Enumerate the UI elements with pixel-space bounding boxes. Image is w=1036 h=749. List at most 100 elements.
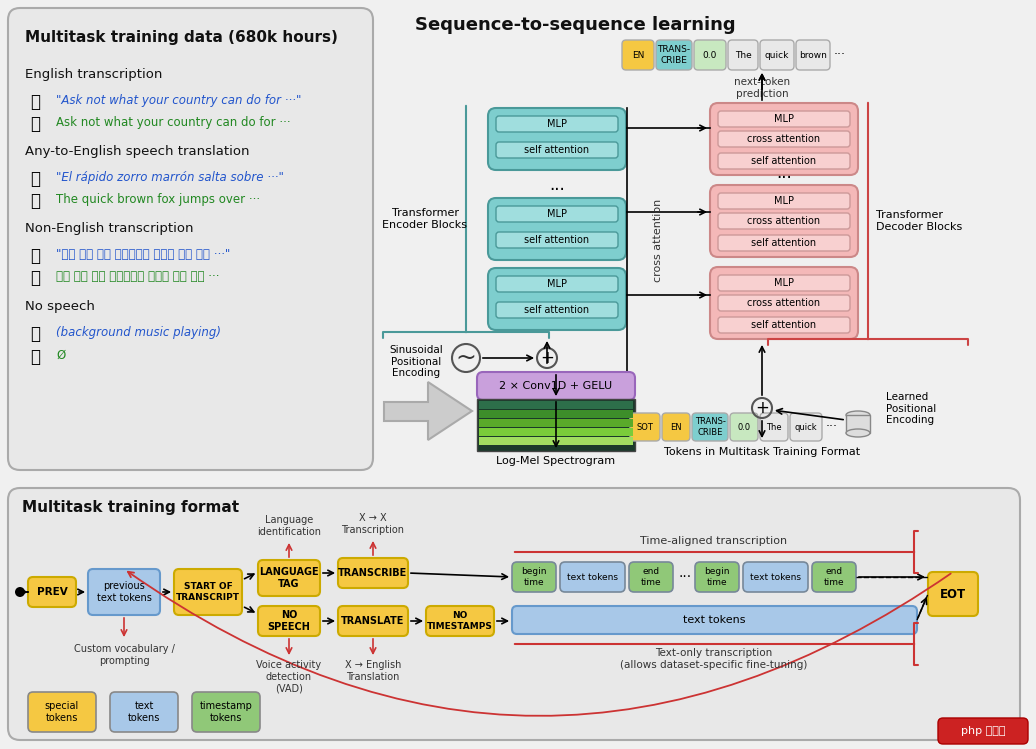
Text: 🎤: 🎤 [30, 170, 40, 188]
Text: Tokens in Multitask Training Format: Tokens in Multitask Training Format [664, 447, 860, 457]
FancyBboxPatch shape [477, 372, 635, 400]
Text: LANGUAGE
TAG: LANGUAGE TAG [259, 567, 319, 589]
Text: PREV: PREV [36, 587, 67, 597]
Text: text tokens: text tokens [683, 615, 745, 625]
Text: English transcription: English transcription [25, 68, 163, 81]
FancyBboxPatch shape [629, 562, 673, 592]
FancyBboxPatch shape [496, 206, 618, 222]
FancyBboxPatch shape [718, 235, 850, 251]
Text: self attention: self attention [524, 145, 589, 155]
Text: Text-only transcription
(allows dataset-specific fine-tuning): Text-only transcription (allows dataset-… [621, 648, 808, 670]
FancyBboxPatch shape [790, 413, 822, 441]
Text: next-token
prediction: next-token prediction [733, 77, 790, 99]
FancyBboxPatch shape [496, 276, 618, 292]
Text: EN: EN [632, 50, 644, 59]
FancyBboxPatch shape [743, 562, 808, 592]
Text: end
time: end time [824, 567, 844, 586]
FancyBboxPatch shape [258, 560, 320, 596]
FancyBboxPatch shape [760, 413, 788, 441]
FancyBboxPatch shape [694, 40, 726, 70]
Text: MLP: MLP [774, 114, 794, 124]
FancyBboxPatch shape [718, 275, 850, 291]
Text: end
time: end time [640, 567, 661, 586]
FancyBboxPatch shape [338, 606, 408, 636]
Text: begin
time: begin time [704, 567, 729, 586]
FancyBboxPatch shape [710, 185, 858, 257]
FancyBboxPatch shape [8, 8, 373, 470]
Text: X → X
Transcription: X → X Transcription [342, 513, 404, 535]
FancyBboxPatch shape [496, 302, 618, 318]
Text: ···: ··· [776, 169, 792, 187]
Text: "El rápido zorro marrón salta sobre ···": "El rápido zorro marrón salta sobre ···" [56, 171, 284, 184]
FancyBboxPatch shape [512, 562, 556, 592]
Text: NO
TIMESTAMPS: NO TIMESTAMPS [427, 611, 493, 631]
Text: Non-English transcription: Non-English transcription [25, 222, 194, 235]
Text: +: + [540, 349, 554, 367]
FancyBboxPatch shape [718, 153, 850, 169]
Circle shape [15, 587, 25, 597]
Text: brown: brown [799, 50, 827, 59]
Text: self attention: self attention [524, 305, 589, 315]
Text: cross attention: cross attention [653, 198, 663, 282]
Text: special
tokens: special tokens [45, 701, 79, 723]
FancyBboxPatch shape [728, 40, 758, 70]
Text: self attention: self attention [751, 156, 816, 166]
Text: ···: ··· [826, 420, 838, 434]
FancyBboxPatch shape [760, 40, 794, 70]
Text: 🔈: 🔈 [30, 325, 40, 343]
FancyBboxPatch shape [192, 692, 260, 732]
Text: Sequence-to-sequence learning: Sequence-to-sequence learning [415, 16, 736, 34]
Text: EOT: EOT [940, 587, 966, 601]
FancyBboxPatch shape [718, 111, 850, 127]
Text: 언덕 위에 올라 내려다보면 너무나 넓고 넓은 ···: 언덕 위에 올라 내려다보면 너무나 넓고 넓은 ··· [56, 270, 220, 283]
FancyBboxPatch shape [110, 692, 178, 732]
Text: TRANS-
CRIBE: TRANS- CRIBE [694, 417, 725, 437]
Bar [846, 415, 870, 433]
Text: Ask not what your country can do for ···: Ask not what your country can do for ··· [56, 116, 291, 129]
Text: self attention: self attention [751, 238, 816, 248]
Bar [479, 401, 633, 409]
FancyBboxPatch shape [718, 213, 850, 229]
Text: 🎤: 🎤 [30, 247, 40, 265]
Text: Language
identification: Language identification [257, 515, 321, 537]
Text: 📄: 📄 [30, 269, 40, 287]
FancyBboxPatch shape [496, 142, 618, 158]
Text: text
tokens: text tokens [127, 701, 161, 723]
Text: php 中文网: php 中文网 [960, 726, 1005, 736]
Text: NO
SPEECH: NO SPEECH [267, 610, 311, 632]
Text: MLP: MLP [774, 278, 794, 288]
FancyBboxPatch shape [718, 295, 850, 311]
FancyBboxPatch shape [488, 268, 626, 330]
Text: self attention: self attention [751, 320, 816, 330]
Text: 📄: 📄 [30, 192, 40, 210]
FancyBboxPatch shape [928, 572, 978, 616]
Text: +: + [755, 399, 769, 417]
FancyBboxPatch shape [630, 413, 660, 441]
Text: quick: quick [795, 422, 817, 431]
Text: "언덕 위에 올라 내려다보면 너무나 넓고 넓은 ···": "언덕 위에 올라 내려다보면 너무나 넓고 넓은 ···" [56, 248, 230, 261]
FancyBboxPatch shape [28, 692, 96, 732]
Bar [479, 419, 633, 427]
Text: No speech: No speech [25, 300, 95, 313]
Text: 2 × Conv1D + GELU: 2 × Conv1D + GELU [499, 381, 612, 391]
Text: Time-aligned transcription: Time-aligned transcription [640, 536, 787, 546]
Text: begin
time: begin time [521, 567, 547, 586]
Text: cross attention: cross attention [747, 216, 821, 226]
Text: EN: EN [670, 422, 682, 431]
FancyBboxPatch shape [8, 488, 1020, 740]
FancyBboxPatch shape [338, 558, 408, 588]
FancyBboxPatch shape [88, 569, 160, 615]
FancyBboxPatch shape [662, 413, 690, 441]
Text: MLP: MLP [774, 196, 794, 206]
Bar [479, 428, 633, 436]
Text: Voice activity
detection
(VAD): Voice activity detection (VAD) [257, 660, 321, 694]
Bar [479, 437, 633, 445]
Text: MLP: MLP [547, 119, 567, 129]
Text: 0.0: 0.0 [738, 422, 750, 431]
FancyBboxPatch shape [496, 116, 618, 132]
FancyBboxPatch shape [560, 562, 625, 592]
Text: Custom vocabulary /
prompting: Custom vocabulary / prompting [74, 644, 174, 666]
FancyBboxPatch shape [622, 40, 654, 70]
Text: ···: ··· [549, 181, 565, 199]
FancyBboxPatch shape [496, 232, 618, 248]
